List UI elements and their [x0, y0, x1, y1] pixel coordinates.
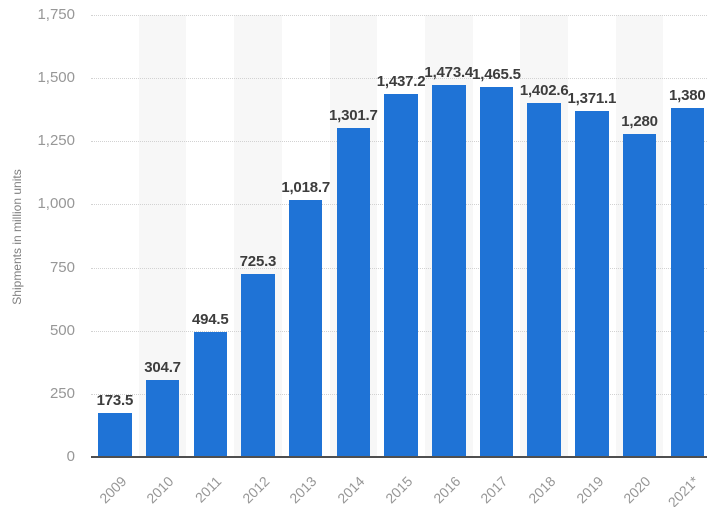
bar-value-label-2012: 725.3 — [239, 252, 277, 270]
bar-2012[interactable] — [241, 273, 275, 457]
y-tick-label-1,000: 1,000 — [37, 195, 75, 213]
bar-2009[interactable] — [98, 413, 132, 457]
bar-value-label-2017: 1,465.5 — [472, 65, 521, 83]
bar-2021*[interactable] — [670, 108, 704, 457]
bar-2020[interactable] — [622, 133, 657, 457]
y-tick-label-250: 250 — [49, 384, 75, 402]
bar-value-label-2010: 304.7 — [144, 359, 181, 377]
y-tick-label-750: 750 — [49, 258, 75, 276]
bar-value-label-2018: 1,402.6 — [519, 81, 569, 99]
gridline-1,500 — [91, 78, 707, 80]
bar-2015[interactable] — [384, 94, 418, 457]
bar-value-label-2020: 1,280 — [621, 112, 658, 130]
x-axis-line — [91, 455, 707, 458]
y-tick-label-1,500: 1,500 — [37, 69, 75, 87]
bar-value-label-2009: 173.5 — [96, 392, 134, 410]
gridline-1,750 — [91, 15, 707, 16]
bar-value-label-2011: 494.5 — [191, 311, 229, 329]
y-tick-label-1,250: 1,250 — [37, 132, 75, 150]
y-tick-label-500: 500 — [49, 321, 75, 339]
bar-2014[interactable] — [336, 128, 371, 457]
bar-2019[interactable] — [575, 110, 609, 457]
bar-2011[interactable] — [193, 332, 227, 457]
bar-value-label-2015: 1,437.2 — [376, 73, 426, 90]
bar-2018[interactable] — [527, 102, 561, 457]
bar-2013[interactable] — [288, 199, 323, 457]
bar-2016[interactable] — [432, 84, 466, 457]
bar-value-label-2021*: 1,380 — [668, 87, 706, 105]
bar-value-label-2019: 1,371.1 — [567, 89, 617, 107]
y-tick-label-1,750: 1,750 — [37, 6, 75, 23]
bar-2017[interactable] — [479, 86, 514, 457]
y-tick-label-0: 0 — [66, 448, 75, 465]
bar-value-label-2014: 1,301.7 — [329, 107, 378, 125]
bar-value-label-2013: 1,018.7 — [281, 178, 330, 196]
bar-value-label-2016: 1,473.4 — [424, 63, 474, 81]
bar-2010[interactable] — [145, 380, 180, 457]
